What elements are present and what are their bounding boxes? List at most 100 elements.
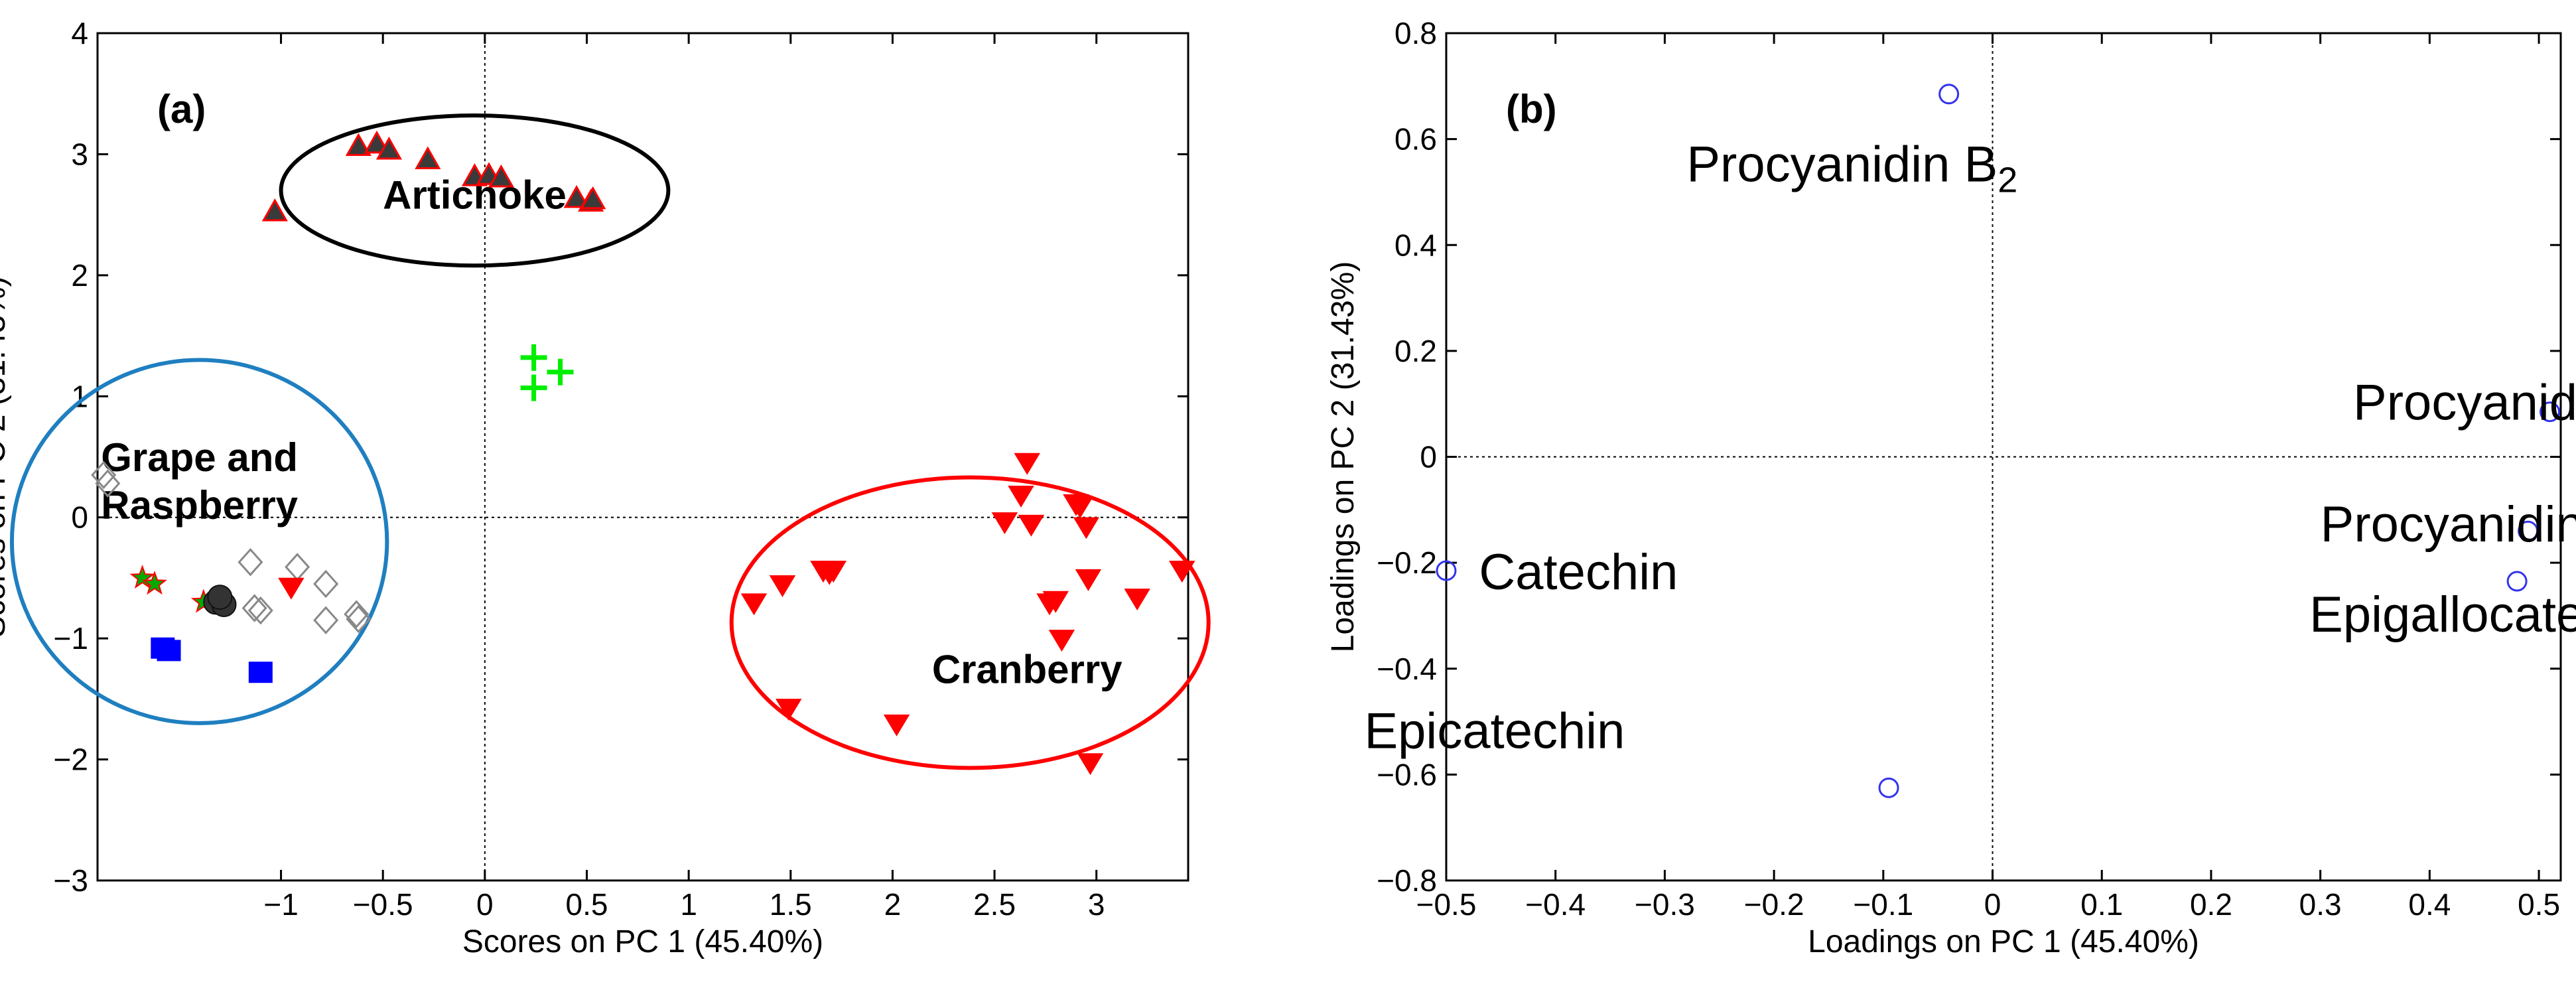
x-tick-label: 1 [680, 887, 697, 922]
diamond-point [237, 547, 263, 577]
cranberry-point [1042, 591, 1069, 613]
cranberry-point [1124, 589, 1150, 611]
x-tick-label: −1 [263, 887, 298, 922]
x-tick-label: 3 [1088, 887, 1105, 922]
y-tick-label: 0 [1420, 440, 1437, 474]
loading-label: Epigallocatechin [2309, 587, 2576, 643]
plot-frame [96, 32, 1189, 882]
cranberry-point [991, 512, 1018, 535]
loading-label: Catechin [1479, 544, 1678, 600]
cranberry-point [1014, 453, 1041, 475]
group-label: Grape and Raspberry [101, 435, 298, 527]
cranberry-point [1008, 486, 1034, 508]
y-tick-label: −0.2 [1377, 545, 1437, 580]
artichoke-point [415, 146, 441, 170]
y-tick-label: −3 [54, 863, 88, 898]
group-ellipse [9, 358, 389, 725]
artichoke-point [345, 133, 372, 156]
y-tick-label: 4 [71, 16, 88, 50]
y-tick-label: −2 [54, 742, 88, 777]
loading-label-subscript: 2 [1998, 160, 2017, 200]
group-label: Cranberry [932, 648, 1122, 692]
cranberry-point [1075, 569, 1102, 591]
diamond-point [344, 600, 370, 628]
loading-point [2518, 520, 2539, 541]
loading-label: Procyanidin C1 [2321, 496, 2576, 560]
artichoke-point [375, 136, 402, 160]
artichoke-point [261, 198, 288, 222]
cranberry-point [740, 593, 768, 616]
unknown-point [520, 374, 547, 401]
x-tick-label: −0.2 [1744, 887, 1804, 922]
diamond-point [313, 606, 339, 635]
cranberry-point [883, 714, 910, 737]
group-ellipse [279, 113, 671, 268]
loading-label: Epicatechin [1364, 703, 1625, 759]
x-axis-label: Scores on PC 1 (45.40%) [462, 924, 823, 959]
y-tick-label: 0.2 [1394, 334, 1437, 368]
artichoke-point [580, 186, 606, 210]
diamond-point [313, 569, 339, 598]
y-tick-label: 0.6 [1394, 122, 1437, 157]
x-tick-label: 0 [476, 887, 494, 922]
loading-label: Procyanidin B2 [1686, 136, 2017, 200]
x-tick-label: −0.5 [1416, 887, 1477, 922]
loading-point [1878, 777, 1899, 798]
x-tick-label: 0.2 [2190, 887, 2232, 922]
cranberry-point [278, 577, 305, 600]
loading-label-name: Catechin [1479, 544, 1678, 600]
group-ellipse [729, 475, 1211, 770]
loading-label-name: Epicatechin [1364, 703, 1625, 759]
x-tick-label: −0.4 [1525, 887, 1586, 922]
cranberry-point [769, 575, 796, 597]
artichoke-point [488, 164, 515, 188]
loading-point [1938, 84, 1960, 105]
loading-point [2506, 571, 2528, 592]
group-label-line: Grape and [101, 435, 298, 480]
square-point [248, 662, 273, 683]
unknown-point [520, 344, 547, 371]
x-tick-label: 0 [1984, 887, 2001, 922]
loading-label: Procyanidin A2 [2353, 375, 2576, 439]
x-tick-label: 0.1 [2080, 887, 2123, 922]
diamond-point [285, 553, 310, 581]
y-tick-label: 3 [71, 137, 88, 171]
x-tick-label: 2 [884, 887, 902, 922]
diamond-point [346, 604, 372, 634]
cranberry-point [1067, 496, 1093, 519]
y-tick-label: 0 [71, 500, 88, 535]
x-tick-label: 0.3 [2299, 887, 2342, 922]
cranberry-point [820, 561, 847, 583]
loading-label-name: Procyanidin A [2353, 375, 2576, 431]
star-point [142, 571, 167, 595]
loading-point [1436, 560, 1457, 581]
cranberry-point [1169, 561, 1195, 583]
diamond-point [247, 596, 273, 625]
cranberry-point [1048, 630, 1075, 652]
y-axis-label: Loadings on PC 2 (31.43%) [1325, 261, 1361, 653]
loading-label-name: Procyanidin C [2321, 496, 2576, 553]
y-tick-label: −1 [54, 621, 88, 656]
square-point [157, 640, 181, 662]
cranberry-point [1077, 753, 1104, 776]
y-tick-label: −0.6 [1377, 757, 1437, 792]
loading-point [2540, 401, 2561, 423]
loading-label-name: Procyanidin B [1686, 136, 1998, 192]
x-tick-label: −0.5 [353, 887, 413, 922]
loading-label-name: Epigallocatechin [2309, 587, 2576, 643]
panel-label: (a) [157, 87, 206, 131]
x-tick-label: −0.3 [1635, 887, 1695, 922]
y-tick-label: 0.8 [1394, 16, 1437, 50]
x-axis-label: Loadings on PC 1 (45.40%) [1808, 924, 2199, 959]
cranberry-point [1073, 517, 1100, 539]
chart-b: −0.5 −0.4 −0.3 −0.2 −0.1 0 0.1 0.2 0.3 0.4 0.5 −0.8… [1325, 16, 2576, 959]
artichoke-point [364, 130, 390, 154]
x-tick-label: 0.4 [2408, 887, 2451, 922]
y-tick-label: 0.4 [1394, 228, 1437, 262]
artichoke-point [563, 184, 590, 208]
y-tick-label: −0.8 [1377, 863, 1437, 898]
diamond-point [95, 469, 121, 498]
cranberry-point [775, 699, 802, 721]
